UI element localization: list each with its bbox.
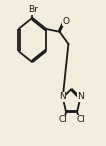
- Text: Cl: Cl: [59, 115, 67, 124]
- Text: N: N: [59, 92, 66, 101]
- Text: Cl: Cl: [77, 115, 85, 124]
- Text: Br: Br: [28, 6, 38, 14]
- Text: N: N: [78, 92, 84, 101]
- Text: O: O: [63, 17, 70, 26]
